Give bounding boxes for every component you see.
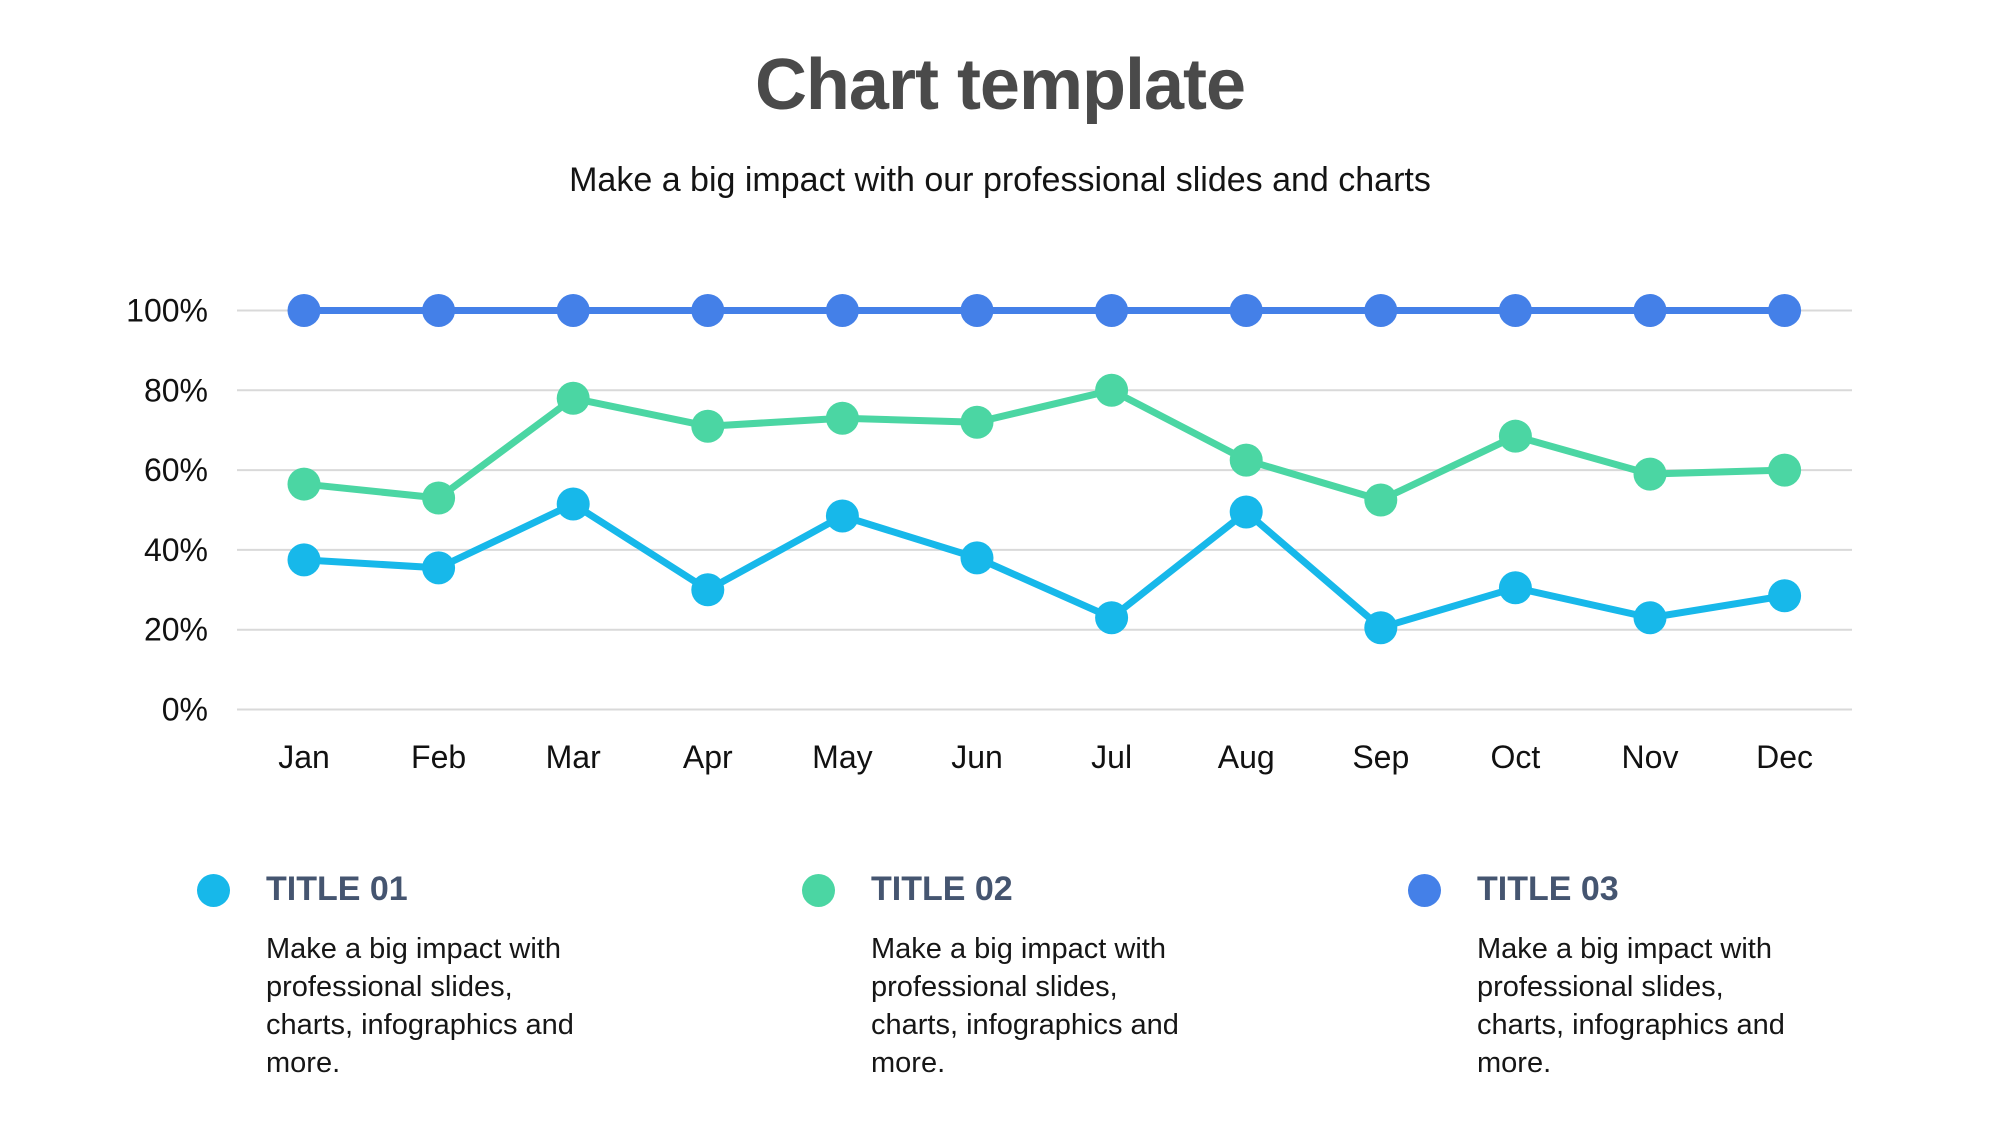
series-line-2 (300, 386, 1789, 504)
data-point-marker (960, 294, 994, 327)
data-point-marker (691, 573, 725, 607)
data-point-marker (1633, 601, 1667, 635)
series-line-1 (300, 500, 1789, 632)
x-axis-tick-label: Oct (1491, 739, 1541, 775)
y-axis-tick-label: 80% (144, 372, 208, 408)
y-axis-tick-label: 100% (126, 293, 208, 329)
data-point-marker (1768, 294, 1802, 327)
data-point-marker (825, 401, 859, 435)
data-point-marker (1498, 294, 1532, 327)
x-axis-tick-label: Apr (683, 739, 733, 775)
y-axis-tick-label: 40% (144, 532, 208, 568)
y-axis-tick-label: 20% (144, 612, 208, 648)
page-title: Chart template (754, 45, 1246, 125)
legend-item-title-01: TITLE 01 Make a big impact with professi… (197, 872, 627, 1082)
data-point-marker (1633, 457, 1667, 491)
data-point-marker (1498, 419, 1532, 453)
legend-description: Make a big impact with professional slid… (871, 933, 1179, 1079)
data-point-marker (422, 294, 456, 327)
data-point-marker (287, 543, 321, 577)
data-point-marker (960, 541, 994, 575)
legend-description: Make a big impact with professional slid… (266, 933, 574, 1079)
y-axis-tick-label: 0% (162, 692, 208, 728)
x-axis-tick-label: Aug (1218, 739, 1275, 775)
line-chart: 0% 20% 40% 60% 80% 100% Jan Feb Mar Apr May Jun Jul A… (126, 293, 1852, 775)
data-point-marker (1229, 495, 1263, 529)
page-subtitle: Make a big impact with our professional … (569, 161, 1431, 199)
data-point-marker (1229, 294, 1263, 327)
data-point-marker (1633, 294, 1667, 327)
data-point-marker (1768, 579, 1802, 613)
data-point-marker (1498, 571, 1532, 605)
data-point-marker (1095, 294, 1129, 327)
data-point-marker (825, 499, 859, 533)
x-axis-tick-label: Mar (546, 739, 601, 775)
legend-dot-blue-icon (1408, 874, 1441, 907)
legend-dot-cyan-icon (197, 874, 230, 907)
data-point-marker (1768, 453, 1802, 487)
data-point-marker (691, 409, 725, 443)
x-axis-tick-label: Jun (951, 739, 1003, 775)
data-point-marker (556, 487, 590, 521)
legend-title: TITLE 03 (1477, 870, 1619, 908)
data-point-marker (1364, 294, 1398, 327)
x-axis-tick-label: May (812, 739, 872, 775)
data-point-marker (556, 294, 590, 327)
data-point-marker (1364, 611, 1398, 645)
legend-description: Make a big impact with professional slid… (1477, 933, 1785, 1079)
x-axis-tick-label: Jul (1091, 739, 1132, 775)
x-axis-tick-label: Sep (1352, 739, 1409, 775)
data-point-marker (287, 467, 321, 501)
legend-item-title-03: TITLE 03 Make a big impact with professi… (1408, 872, 1838, 1082)
x-axis-tick-label: Jan (278, 739, 330, 775)
legend-title: TITLE 01 (266, 870, 408, 908)
data-point-marker (960, 405, 994, 439)
data-point-marker (1095, 373, 1129, 407)
data-point-marker (556, 381, 590, 415)
x-axis-tick-label: Nov (1622, 739, 1679, 775)
data-point-marker (422, 481, 456, 515)
data-point-marker (1229, 443, 1263, 477)
data-point-marker (1095, 601, 1129, 635)
legend-title: TITLE 02 (871, 870, 1013, 908)
data-point-marker (1364, 483, 1398, 517)
data-point-marker (691, 294, 725, 327)
legend-item-title-02: TITLE 02 Make a big impact with professi… (802, 872, 1232, 1082)
x-axis-tick-label: Feb (411, 739, 466, 775)
y-axis-tick-label: 60% (144, 452, 208, 488)
legend-dot-green-icon (802, 874, 835, 907)
data-point-marker (287, 294, 321, 327)
data-point-marker (422, 551, 456, 585)
x-axis-tick-label: Dec (1756, 739, 1813, 775)
data-point-marker (825, 294, 859, 327)
